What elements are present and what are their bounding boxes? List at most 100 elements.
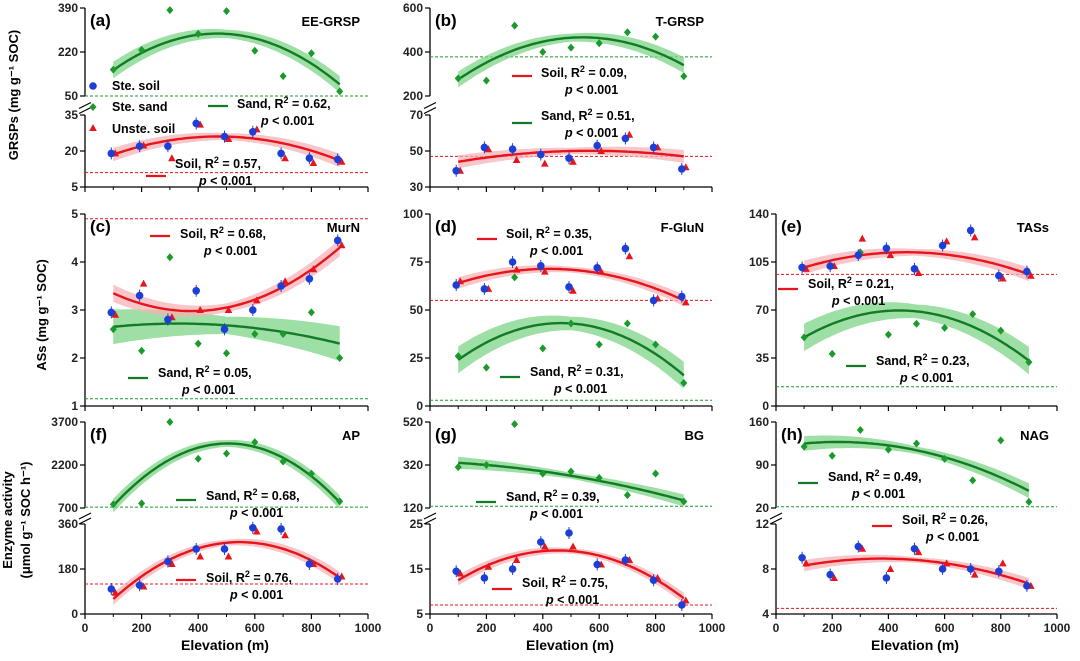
- panel-g-lower-ytick-label-0: 5: [416, 607, 423, 621]
- panel-e-sand-pt-5: [941, 323, 949, 332]
- panel-c-sand-pt-6: [279, 330, 287, 338]
- panel-e-soil-pt-4: [914, 268, 923, 276]
- panel-f-sand-annotation-p: p < 0.001: [229, 506, 283, 520]
- panel-b-lower-ytick-label-1: 50: [410, 144, 424, 158]
- panel-c-soil-pt-0: [111, 310, 120, 318]
- panel-a-break: [78, 101, 92, 115]
- panel-h-sand-pt-8: [1025, 497, 1033, 506]
- legend-ste-soil-marker: [89, 82, 97, 90]
- panel-a-sand-fit-line: [112, 32, 341, 86]
- panel-f-break: [78, 512, 92, 525]
- panel-e-sand-pt-0: [800, 333, 808, 342]
- panel-f-xtick-label-5: 1000: [355, 621, 382, 635]
- panel-b-sand-pt-7: [652, 32, 660, 41]
- panel-e-soil-pt-7: [999, 274, 1007, 282]
- panel-e-sand-pt-3: [884, 330, 892, 339]
- panel-e-sand-pt-4: [913, 319, 920, 328]
- panel-c-sand-pt-7: [307, 308, 315, 317]
- panel-c-ytick-label-0: 1: [71, 399, 78, 413]
- panel-g-soil-pt-8: [682, 596, 690, 604]
- panel-h-soil-pt-5: [942, 559, 951, 567]
- panel-g-sand-pt-8: [680, 497, 688, 506]
- panel-f-soil-pt-0: [111, 588, 120, 596]
- panel-h-lower-ytick-label-2: 12: [756, 517, 770, 531]
- panel-f-xtick-label-4: 800: [301, 621, 321, 635]
- panel-e-ytick-label-4: 140: [749, 207, 769, 221]
- panel-h-sand-fit-line: [804, 440, 1030, 492]
- panel-g-soil-pt-4: [569, 542, 577, 550]
- panel-h-xtick-label-0: 0: [773, 621, 780, 635]
- panel-d-sand-pt-7: [652, 340, 660, 349]
- panel-a-sand-pt-8: [336, 87, 344, 96]
- panel-a-upper-ytick-label-2: 390: [58, 1, 78, 15]
- panel-g-upper-ytick-label-1: 320: [403, 458, 423, 472]
- panel-c-sand-pt-3: [194, 339, 202, 348]
- panel-b-sand-annotation-p: p < 0.001: [564, 126, 618, 140]
- panel-b-soil-pt-4: [569, 157, 577, 165]
- panel-d-soil-pt-4: [569, 286, 577, 294]
- panel-e-ytick-label-2: 70: [756, 303, 770, 317]
- panel-h-soil-pt-2: [858, 544, 867, 552]
- panel-h-soil-fit-band: [804, 554, 1029, 590]
- panel-h-lower-ytick-label-1: 8: [762, 562, 769, 576]
- panel-f-lower-ytick-label-0: 0: [71, 607, 78, 621]
- panel-a-sand-annotation-p: p < 0.001: [260, 114, 314, 128]
- panel-b-lower-ytick-label-0: 30: [410, 180, 424, 194]
- xlabel-col1: Elevation (m): [181, 637, 269, 653]
- panel-b-sand-annotation: Sand, R2 = 0.51,: [541, 107, 635, 123]
- panel-f-xtick-label-1: 200: [132, 621, 152, 635]
- panel-e-sand-fit-band: [804, 302, 1029, 375]
- panel-d-soil-fit-line: [457, 267, 685, 302]
- panel-c-soil-pt-8: [337, 241, 346, 249]
- panel-d-title: F-GluN: [661, 220, 704, 235]
- panel-h-sand-pt-0: [800, 442, 808, 451]
- panel-g-sand-pt-1: [482, 461, 490, 469]
- panel-h-soil-annotation: Soil, R2 = 0.26,: [902, 511, 988, 527]
- panel-c-sand-pt-4: [223, 349, 230, 358]
- panel-b-upper-ytick-label-0: 200: [403, 89, 423, 103]
- panel-d-sand-fit-band: [458, 315, 684, 389]
- panel-g-xtick-label-0: 0: [427, 621, 434, 635]
- panel-c-soil-pt-4: [224, 306, 233, 313]
- panel-f-upper-ytick-label-2: 3700: [51, 415, 78, 429]
- panel-g-sand-fit-band: [458, 456, 684, 507]
- panel-g-xtick-label-2: 400: [533, 621, 553, 635]
- panel-g-sand-pt-2: [511, 420, 519, 429]
- panel-f-xtick-label-3: 600: [245, 621, 265, 635]
- panel-b-sand-pt-5: [595, 39, 603, 48]
- panel-c-soil-pt-5: [253, 296, 261, 304]
- panel-f-soil-pt-2: [168, 560, 176, 567]
- as-ylabel: ASs (mg g⁻¹ SOC): [34, 259, 49, 371]
- legend-unste-soil-label: Unste. soil: [112, 122, 175, 136]
- panel-a-soil-pt-8: [337, 157, 346, 165]
- panel-g-soil-pt-0: [456, 569, 464, 577]
- panel-b-sand-pt-3: [539, 48, 547, 56]
- panel-a-upper-ytick-label-0: 50: [65, 89, 79, 103]
- panel-c-soil-pt-6: [281, 277, 289, 285]
- panel-h-xtick-label-3: 600: [935, 621, 955, 635]
- panel-e-label: (e): [781, 217, 802, 236]
- legend-ste-sand-label: Ste. sand: [112, 100, 168, 114]
- panel-e-soil-pt-3: [886, 251, 895, 259]
- panel-d-ytick-label-2: 50: [410, 303, 424, 317]
- panel-f-sand-pt-0: [109, 500, 117, 509]
- panel-c-soil-fit-band: [113, 239, 340, 317]
- panel-e-sand-annotation-p: p < 0.001: [899, 371, 953, 385]
- panel-c-ytick-label-2: 3: [71, 303, 78, 317]
- panel-f-lower-ytick-label-2: 360: [58, 517, 78, 531]
- panel-d-soil-pt-2: [512, 265, 521, 273]
- panel-g-sand-pt-3: [539, 469, 547, 478]
- panel-h-break: [769, 512, 783, 525]
- panel-c-soil-fit-line: [112, 246, 341, 313]
- panel-g-sand-annotation: Sand, R2 = 0.39,: [506, 488, 600, 504]
- panel-h-upper-ytick-label-1: 90: [756, 458, 770, 472]
- panel-e-title: TASs: [1017, 220, 1049, 235]
- panel-h-soil-pt-6: [970, 570, 979, 578]
- panel-h-sand-annotation: Sand, R2 = 0.49,: [828, 468, 922, 484]
- panel-g-sand-pt-5: [595, 473, 603, 482]
- panel-d-soil-pt-5: [597, 267, 605, 275]
- panel-f-label: (f): [90, 425, 107, 444]
- panel-h-lower-ytick-label-0: 4: [762, 607, 769, 621]
- panel-b-upper-ytick-label-2: 600: [403, 1, 423, 15]
